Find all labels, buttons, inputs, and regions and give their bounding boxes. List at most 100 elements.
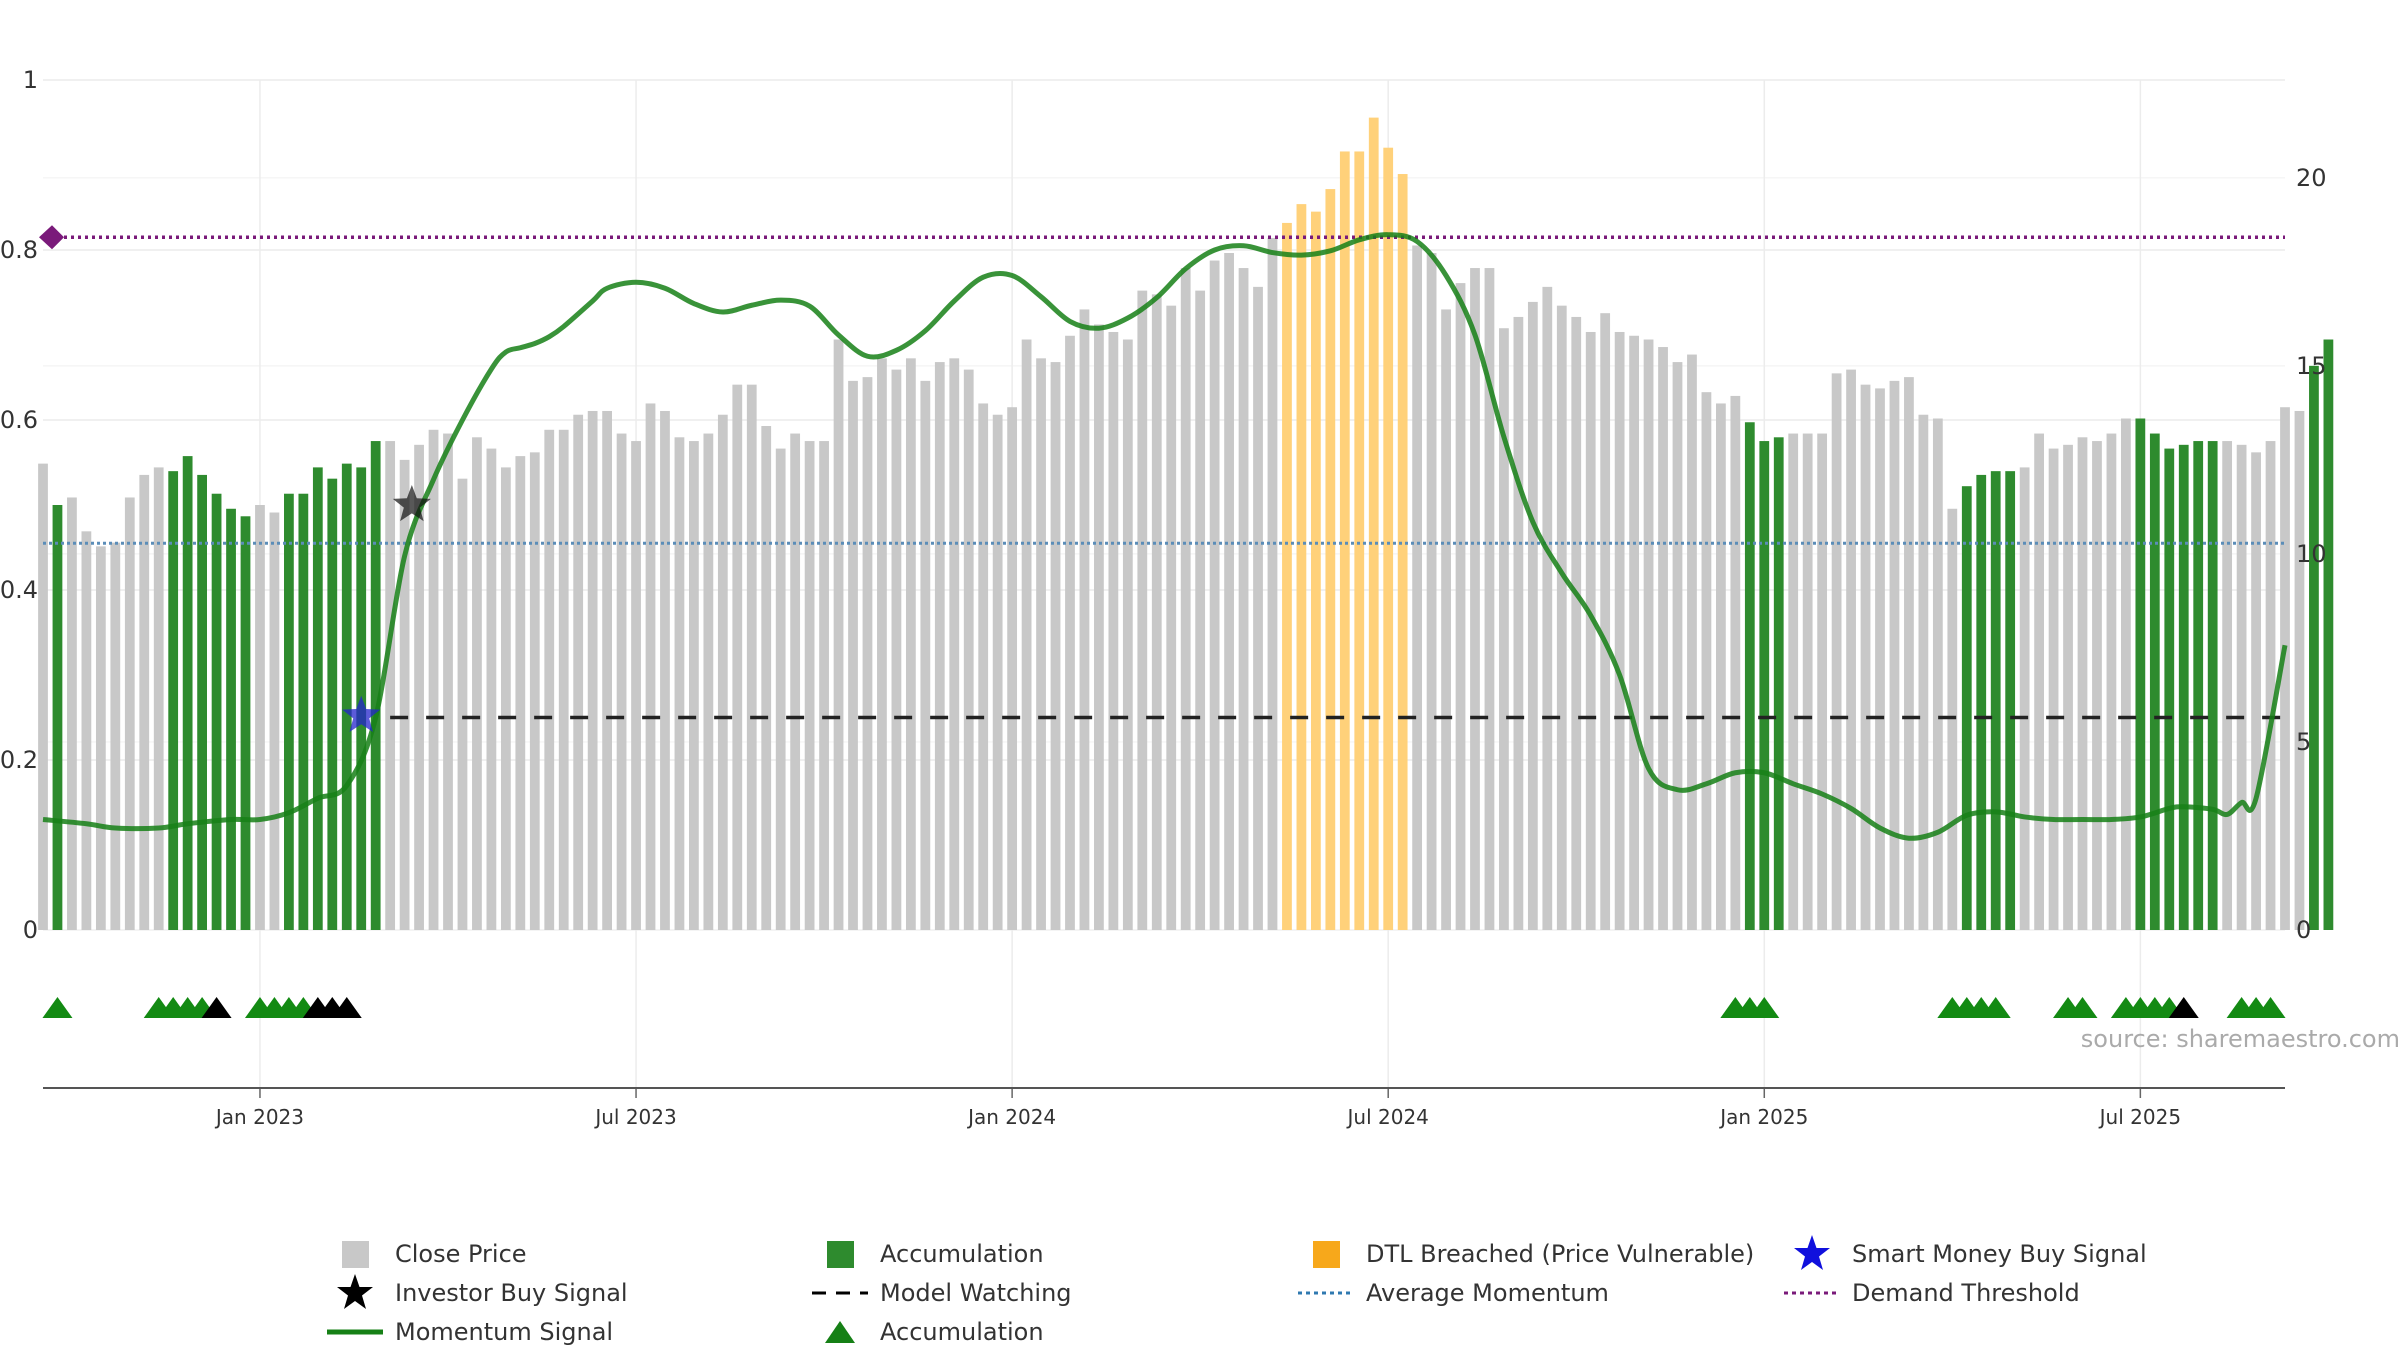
x-tick-label: Jan 2024	[966, 1105, 1056, 1129]
close-price-bar	[1079, 309, 1090, 930]
investor-buy-marker	[392, 485, 431, 522]
close-price-bar	[877, 358, 887, 930]
dtl-bar	[1354, 151, 1365, 930]
legend-momentum-signal-label: Momentum Signal	[395, 1318, 614, 1346]
close-price-bar	[558, 429, 569, 930]
legend-accumulation-swatch	[810, 1236, 870, 1272]
close-price-bar	[529, 452, 540, 930]
markers-layer	[39, 225, 2286, 1018]
close-price-bar	[1846, 369, 1856, 930]
solid-line-icon	[327, 1329, 383, 1335]
left-tick-label: 1	[23, 66, 38, 94]
source-label: source: sharemaestro.com	[2081, 1025, 2400, 1053]
accumulation-bar	[370, 441, 381, 930]
accumulation-bar	[2135, 418, 2146, 930]
legend-smart-money-swatch	[1782, 1235, 1842, 1272]
close-price-bar	[920, 380, 931, 930]
close-price-bar	[1021, 339, 1032, 930]
close-price-bar	[1687, 354, 1697, 931]
accumulation-bar	[284, 493, 294, 930]
close-price-bar	[1614, 331, 1625, 930]
close-price-bar	[414, 444, 424, 930]
close-price-bar	[1036, 358, 1046, 930]
close-price-bar	[833, 339, 844, 930]
close-price-bar	[2034, 433, 2044, 930]
legend-average-momentum-label: Average Momentum	[1366, 1279, 1609, 1307]
close-price-bar	[1224, 253, 1234, 930]
legend-model-watching-label: Model Watching	[880, 1279, 1072, 1307]
close-price-bar	[1831, 373, 1842, 931]
close-price-bar	[934, 362, 945, 930]
close-price-bar	[804, 441, 815, 930]
close-price-bar	[110, 542, 121, 930]
dotted-purple-line-icon	[1784, 1291, 1840, 1295]
close-price-bar	[2294, 410, 2305, 930]
investor-triangle-marker	[2168, 997, 2199, 1018]
close-price-bar	[848, 380, 858, 930]
close-price-bar	[1238, 268, 1249, 930]
legend-dtl-breached-label: DTL Breached (Price Vulnerable)	[1366, 1240, 1755, 1268]
accumulation-bar	[2149, 433, 2160, 930]
close-price-bar	[2092, 441, 2102, 930]
left-tick-label: 0.8	[0, 236, 38, 264]
legend-demand-swatch	[1782, 1275, 1842, 1311]
accumulation-bar	[211, 493, 222, 930]
right-tick-label: 5	[2296, 728, 2311, 756]
dtl-bar	[1296, 204, 1307, 930]
investor-star-icon	[337, 1274, 373, 1309]
close-price-bar	[1007, 407, 1018, 930]
legend-dtl-breached: DTL Breached (Price Vulnerable)	[1296, 1236, 1754, 1272]
close-price-bar	[732, 384, 743, 931]
left-tick-label: 0.6	[0, 406, 38, 434]
close-price-bar	[1817, 433, 1828, 930]
close-price-bar	[1672, 362, 1683, 930]
close-price-bar	[1730, 395, 1741, 930]
demand-threshold-marker	[39, 225, 64, 250]
close-price-bar	[1267, 237, 1278, 930]
close-price-bar	[717, 414, 728, 931]
accumulation-bar	[226, 508, 236, 930]
close-price-bar	[2106, 433, 2117, 930]
close-price-bar	[1484, 268, 1495, 930]
close-price-bar	[385, 441, 396, 930]
legend-close-price: Close Price	[325, 1236, 527, 1272]
close-price-bar	[703, 433, 714, 930]
close-price-bar	[1426, 253, 1437, 930]
legend-accumulation-marker-swatch	[810, 1314, 870, 1350]
close-price-bar	[746, 384, 757, 931]
legend-investor-swatch	[325, 1274, 385, 1311]
close-price-bar	[1658, 347, 1668, 930]
legend-model-watching-swatch	[810, 1275, 870, 1311]
close-price-bar	[2121, 418, 2131, 930]
close-price-bar	[500, 467, 511, 930]
close-price-bar	[602, 410, 613, 930]
accumulation-triangle-marker	[1980, 997, 2011, 1018]
close-price-bar	[1065, 335, 1075, 930]
legend-average-swatch	[1296, 1275, 1356, 1311]
legend-dtl-swatch	[1296, 1236, 1356, 1272]
right-tick-label: 20	[2296, 164, 2327, 192]
close-price-bar	[1918, 414, 1929, 931]
dtl-bar	[1339, 151, 1350, 930]
momentum-signal-line	[42, 232, 2288, 841]
dtl-bar	[1368, 117, 1379, 931]
close-price-bar	[399, 459, 410, 930]
close-price-bar	[457, 478, 468, 930]
close-price-bar	[1875, 388, 1885, 930]
x-tick-label: Jan 2025	[1718, 1105, 1808, 1129]
legend-demand-threshold: Demand Threshold	[1782, 1275, 2080, 1311]
accumulation-bar	[341, 463, 352, 930]
dashed-line-icon	[812, 1291, 868, 1295]
close-price-bar	[515, 456, 526, 930]
legend: Close Price Accumulation DTL Breached (P…	[0, 1200, 2400, 1350]
close-price-bar	[790, 433, 801, 930]
accumulation-triangle-marker	[2067, 997, 2098, 1018]
close-price-bar	[1860, 384, 1871, 931]
legend-close-price-label: Close Price	[395, 1240, 527, 1268]
close-price-bar	[1715, 403, 1726, 931]
accumulation-bar	[2164, 448, 2175, 930]
bars-layer	[38, 117, 2334, 931]
close-price-bar	[1802, 433, 1813, 930]
close-price-bar	[2236, 444, 2247, 930]
